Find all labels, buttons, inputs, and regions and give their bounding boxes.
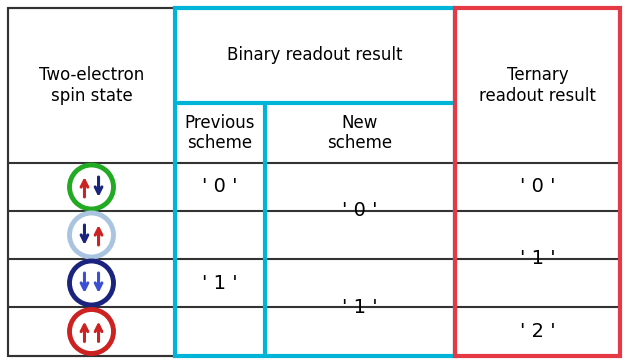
Circle shape (70, 213, 114, 257)
Bar (175, 8, 455, 356)
Text: Previous
scheme: Previous scheme (185, 114, 255, 153)
Text: ' 0 ': ' 0 ' (520, 178, 555, 197)
Circle shape (70, 309, 114, 353)
Bar (455, 8, 620, 356)
Text: New
scheme: New scheme (327, 114, 392, 153)
Text: ' 2 ': ' 2 ' (520, 322, 555, 341)
Text: Two-electron
spin state: Two-electron spin state (39, 66, 144, 105)
Circle shape (70, 261, 114, 305)
Text: ' 1 ': ' 1 ' (520, 249, 555, 269)
Circle shape (70, 165, 114, 209)
Text: ' 0 ': ' 0 ' (342, 202, 378, 221)
Text: ' 1 ': ' 1 ' (342, 298, 378, 317)
Text: ' 0 ': ' 0 ' (202, 178, 238, 197)
Text: Ternary
readout result: Ternary readout result (479, 66, 596, 105)
Text: ' 1 ': ' 1 ' (202, 274, 238, 293)
Text: Binary readout result: Binary readout result (227, 47, 403, 64)
